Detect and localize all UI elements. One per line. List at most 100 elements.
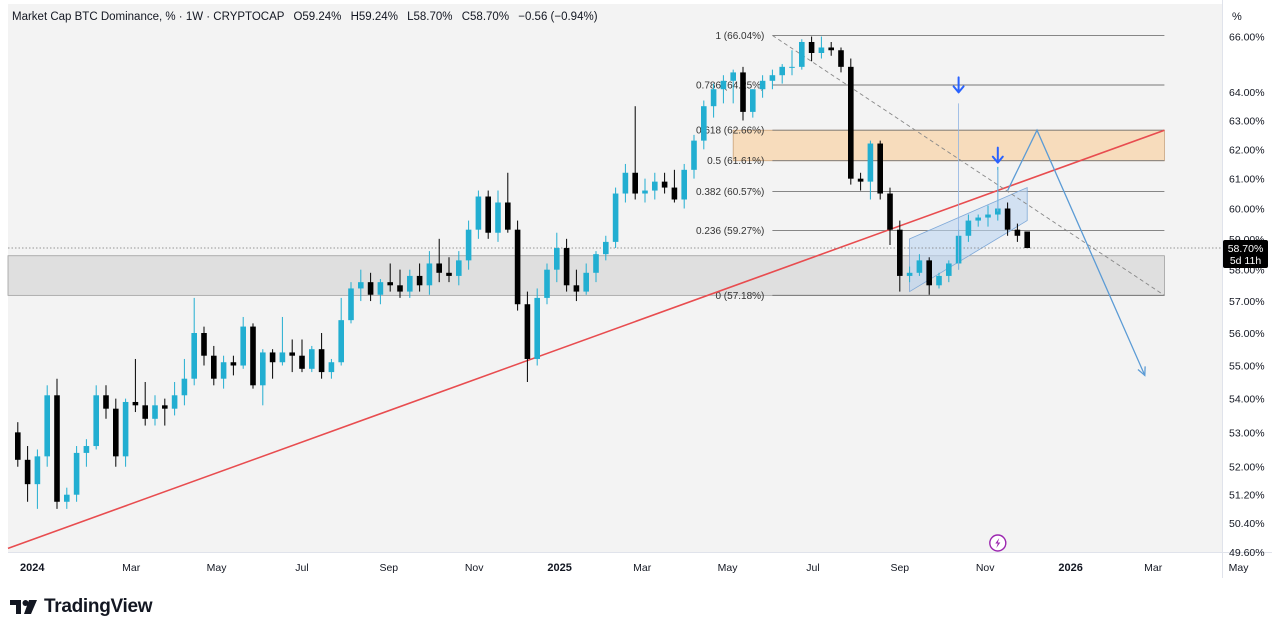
price-tick-label: 60.00% [1229, 204, 1265, 216]
candle-down [289, 352, 295, 356]
candle-up [622, 172, 629, 194]
fib-level-label: 0.618 (62.66%) [696, 126, 764, 137]
candle-down [740, 72, 746, 112]
price-tick-label: 51.20% [1229, 490, 1265, 502]
candle-up [475, 196, 482, 230]
candle-up [191, 333, 197, 379]
candle-up [279, 352, 286, 363]
projection-path [1007, 128, 1146, 376]
price-tick-label: 52.00% [1229, 462, 1265, 474]
candle-up [309, 349, 315, 369]
time-tick-label: 2024 [20, 562, 45, 574]
fib-level-label: 1 (66.04%) [715, 31, 764, 42]
candle-down [397, 285, 403, 292]
header-symbol: Market Cap BTC Dominance, % · 1W · CRYPT… [12, 11, 285, 23]
candle-up [975, 217, 981, 221]
candle-up [348, 288, 354, 321]
candle-up [965, 220, 972, 236]
candle-up [681, 169, 687, 200]
candle-down [269, 352, 276, 363]
candle-down [132, 401, 139, 406]
candle-down [201, 333, 207, 356]
candle-down [318, 349, 325, 373]
candle-down [563, 248, 570, 286]
candle-up [554, 248, 560, 270]
time-tick-label: 2026 [1058, 562, 1082, 574]
time-tick-label: Mar [122, 562, 141, 574]
candle-down [926, 260, 932, 286]
candle-down [514, 229, 521, 305]
candle-down [661, 181, 668, 188]
candle-up [769, 75, 776, 81]
lightning-icon [995, 538, 1001, 548]
candle-up [916, 260, 923, 273]
candle-up [946, 263, 952, 276]
candle-up [220, 362, 227, 379]
candle-up [867, 143, 874, 182]
time-tick-label: Mar [1144, 562, 1163, 574]
candle-up [701, 106, 707, 141]
candle-up [358, 282, 364, 289]
candle-down [848, 66, 854, 179]
chart-header: Market Cap BTC Dominance, % · 1W · CRYPT… [12, 11, 598, 23]
time-tick-label: Sep [379, 562, 398, 574]
candle-up [34, 456, 41, 485]
candle-up [44, 395, 50, 457]
candle-up [456, 260, 462, 276]
tradingview-wordmark: TradingView [44, 596, 153, 617]
candle-up [603, 241, 609, 255]
time-tick-label: Nov [465, 562, 484, 574]
candle-up [691, 140, 697, 170]
candle-up [122, 401, 129, 457]
price-tick-label: 62.00% [1229, 144, 1265, 156]
candle-down [103, 395, 109, 409]
price-tick-label: 64.00% [1229, 87, 1265, 99]
fib-level-label: 0.382 (60.57%) [696, 187, 764, 198]
time-tick-label: May [207, 562, 228, 574]
down-arrow-icon [991, 146, 1004, 164]
price-tick-label: 63.00% [1229, 115, 1265, 127]
candle-up [750, 89, 756, 112]
candle-down [857, 178, 864, 182]
candle-up [260, 352, 266, 386]
tradingview-brand[interactable]: TradingView [10, 596, 153, 618]
fib-level-label: 0 (57.18%) [715, 291, 764, 302]
candle-up [171, 395, 178, 409]
candle-up [83, 446, 90, 453]
candle-up [799, 41, 805, 67]
candle-down [897, 229, 903, 276]
candle-up [544, 269, 550, 298]
candle-down [446, 272, 452, 276]
tradingview-logo-icon [10, 600, 37, 614]
candle-up [995, 208, 1001, 215]
candle-down [1004, 208, 1011, 230]
price-tick-label: 57.00% [1229, 296, 1265, 308]
price-tick-label: 53.00% [1229, 427, 1265, 439]
candle-up [495, 202, 501, 233]
price-tick-label: 55.00% [1229, 361, 1265, 373]
candle-up [407, 275, 413, 292]
candle-up [240, 326, 246, 366]
candle-down [15, 432, 21, 460]
candle-up [789, 66, 795, 68]
candle-down [808, 41, 815, 53]
down-arrow-icon [952, 76, 965, 94]
candle-down [299, 355, 305, 369]
candle-up [181, 378, 188, 396]
header-high: H59.24% [351, 11, 398, 23]
time-tick-label: 2025 [547, 562, 571, 574]
candle-up [93, 395, 99, 447]
header-close: C58.70% [462, 11, 509, 23]
candle-up [612, 193, 619, 242]
candle-up [720, 80, 727, 90]
time-tick-label: Sep [890, 562, 909, 574]
candle-down [1014, 229, 1021, 236]
candle-down [632, 172, 638, 194]
candle-up [730, 72, 736, 81]
candle-up [936, 275, 942, 286]
candle-up [818, 47, 825, 53]
candle-up [465, 229, 472, 261]
candle-up [73, 452, 80, 495]
